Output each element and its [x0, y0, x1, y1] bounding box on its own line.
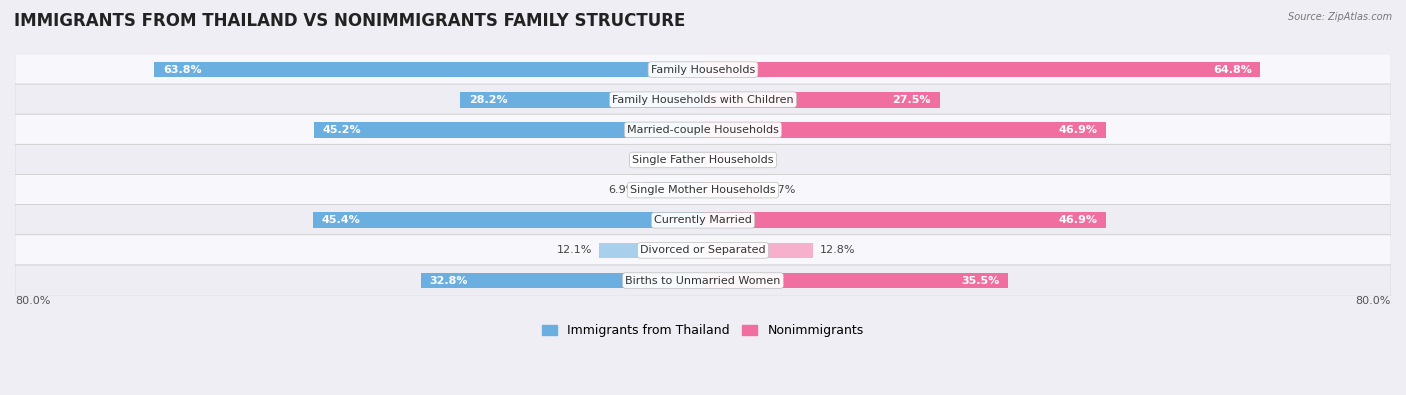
Text: 35.5%: 35.5% — [962, 276, 1000, 286]
Text: 2.4%: 2.4% — [731, 155, 759, 165]
Bar — [315, 122, 703, 138]
Text: 2.5%: 2.5% — [647, 155, 675, 165]
Text: IMMIGRANTS FROM THAILAND VS NONIMMIGRANTS FAMILY STRUCTURE: IMMIGRANTS FROM THAILAND VS NONIMMIGRANT… — [14, 12, 686, 30]
Bar — [703, 62, 1260, 77]
Text: 12.8%: 12.8% — [820, 245, 855, 256]
Text: 45.2%: 45.2% — [323, 125, 361, 135]
Text: 6.9%: 6.9% — [609, 185, 637, 195]
Text: 12.1%: 12.1% — [557, 245, 592, 256]
Text: 64.8%: 64.8% — [1213, 64, 1251, 75]
Bar — [703, 213, 1107, 228]
Bar — [703, 152, 724, 168]
Bar — [461, 92, 703, 107]
Text: 63.8%: 63.8% — [163, 64, 201, 75]
Bar — [644, 182, 703, 198]
Bar — [155, 62, 703, 77]
FancyBboxPatch shape — [15, 84, 1391, 115]
Text: 6.7%: 6.7% — [768, 185, 796, 195]
Text: Single Father Households: Single Father Households — [633, 155, 773, 165]
Text: 80.0%: 80.0% — [15, 295, 51, 306]
Text: Source: ZipAtlas.com: Source: ZipAtlas.com — [1288, 12, 1392, 22]
Legend: Immigrants from Thailand, Nonimmigrants: Immigrants from Thailand, Nonimmigrants — [537, 320, 869, 342]
Text: Currently Married: Currently Married — [654, 215, 752, 225]
FancyBboxPatch shape — [15, 235, 1391, 266]
Text: Married-couple Households: Married-couple Households — [627, 125, 779, 135]
FancyBboxPatch shape — [15, 54, 1391, 85]
Text: 28.2%: 28.2% — [470, 95, 508, 105]
Text: Family Households with Children: Family Households with Children — [612, 95, 794, 105]
Text: 46.9%: 46.9% — [1059, 215, 1098, 225]
Bar — [703, 182, 761, 198]
Text: Births to Unmarried Women: Births to Unmarried Women — [626, 276, 780, 286]
Text: 27.5%: 27.5% — [893, 95, 931, 105]
Bar — [703, 273, 1008, 288]
Bar — [703, 92, 939, 107]
Text: Family Households: Family Households — [651, 64, 755, 75]
Bar — [682, 152, 703, 168]
Text: 46.9%: 46.9% — [1059, 125, 1098, 135]
FancyBboxPatch shape — [15, 205, 1391, 236]
FancyBboxPatch shape — [15, 114, 1391, 145]
FancyBboxPatch shape — [15, 144, 1391, 176]
FancyBboxPatch shape — [15, 265, 1391, 296]
Text: 80.0%: 80.0% — [1355, 295, 1391, 306]
Bar — [703, 243, 813, 258]
Bar — [420, 273, 703, 288]
Bar — [599, 243, 703, 258]
FancyBboxPatch shape — [15, 175, 1391, 206]
Bar — [312, 213, 703, 228]
Text: 32.8%: 32.8% — [429, 276, 468, 286]
Bar — [703, 122, 1107, 138]
Text: 45.4%: 45.4% — [321, 215, 360, 225]
Text: Single Mother Households: Single Mother Households — [630, 185, 776, 195]
Text: Divorced or Separated: Divorced or Separated — [640, 245, 766, 256]
